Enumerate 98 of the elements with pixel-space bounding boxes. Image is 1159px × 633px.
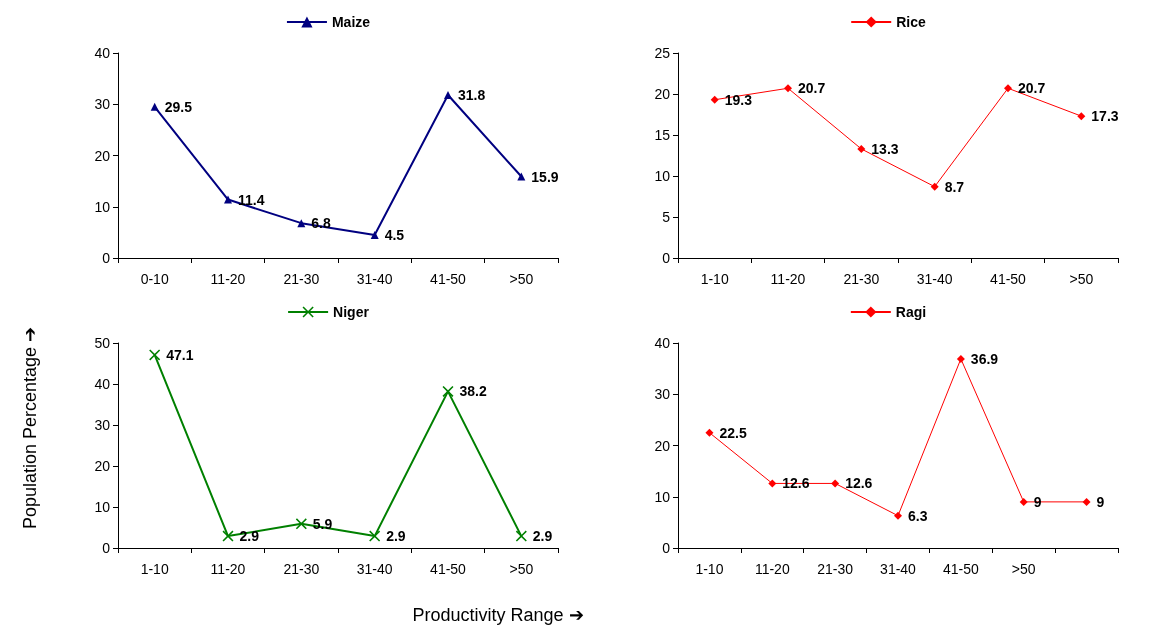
legend-label: Maize — [331, 14, 371, 30]
data-label: 6.3 — [908, 507, 928, 524]
y-tick-label: 30 — [94, 96, 111, 113]
data-label: 36.9 — [970, 350, 999, 367]
y-tick-label: 30 — [94, 417, 111, 433]
y-tick-label: 0 — [662, 250, 671, 266]
x-tick-label: 41-50 — [430, 271, 467, 287]
x-tick-label: 21-30 — [283, 561, 320, 577]
y-tick-label: 30 — [654, 386, 671, 403]
x-tick-label: >50 — [509, 561, 534, 577]
point — [1004, 84, 1012, 93]
point — [705, 428, 714, 437]
y-tick-label: 5 — [662, 209, 671, 225]
x-tick-label: 11-20 — [210, 561, 246, 577]
y-tick-label: 10 — [654, 168, 671, 184]
x-tick-label: 21-30 — [817, 561, 854, 577]
point — [442, 385, 454, 397]
legend-label: Rice — [896, 14, 926, 30]
data-label: 2.9 — [532, 528, 553, 545]
point — [710, 95, 719, 104]
y-tick-label: 10 — [94, 198, 111, 215]
point — [370, 230, 379, 239]
data-label: 13.3 — [871, 140, 899, 157]
y-tick-label: 10 — [94, 499, 111, 515]
y-tick-label: 15 — [654, 127, 671, 143]
x-tick-label: >50 — [509, 271, 534, 287]
x-tick-label: 21-30 — [283, 271, 320, 287]
legend-label: Ragi — [895, 304, 927, 320]
point — [515, 530, 527, 542]
x-tick-label: 11-20 — [754, 561, 790, 577]
y-tick-label: 0 — [662, 540, 671, 556]
point — [930, 182, 939, 191]
point — [222, 530, 234, 542]
x-tick-label: 41-50 — [942, 561, 979, 577]
point — [1019, 497, 1028, 506]
y-tick-label: 20 — [654, 437, 671, 454]
data-label: 11.4 — [238, 191, 265, 208]
point — [831, 479, 840, 488]
data-label: 38.2 — [459, 383, 487, 400]
y-tick-label: 25 — [654, 45, 671, 61]
x-tick-label: 1-10 — [700, 271, 729, 287]
data-label: 29.5 — [164, 98, 193, 115]
y-tick-label: 0 — [102, 540, 111, 556]
x-tick-label: >50 — [1069, 271, 1094, 287]
point — [1082, 497, 1091, 506]
x-tick-label: 41-50 — [990, 271, 1027, 287]
data-label: 2.9 — [239, 528, 260, 545]
data-label: 20.7 — [1018, 80, 1046, 97]
x-tick-label: 0-10 — [140, 271, 169, 287]
point — [444, 91, 452, 100]
data-label: 47.1 — [166, 346, 194, 363]
point — [857, 144, 866, 153]
x-tick-label: 11-20 — [210, 271, 246, 287]
x-tick-label: 11-20 — [770, 271, 806, 287]
y-tick-label: 40 — [94, 376, 111, 392]
point — [150, 102, 159, 111]
point — [768, 479, 777, 488]
y-tick-label: 20 — [654, 86, 671, 102]
point — [149, 349, 161, 361]
point — [517, 172, 526, 181]
y-tick-label: 40 — [654, 335, 671, 351]
data-label: 20.7 — [798, 80, 826, 97]
y-tick-label: 20 — [94, 458, 111, 474]
x-tick-label: 31-40 — [356, 561, 393, 577]
x-axis-title: Productivity Range ➔ — [412, 604, 584, 626]
point — [224, 195, 232, 204]
point — [894, 511, 902, 520]
y-tick-label: 40 — [94, 45, 111, 61]
y-tick-label: 0 — [102, 250, 111, 266]
data-label: 15.9 — [531, 168, 559, 185]
legend-label: Niger — [333, 304, 370, 320]
x-tick-label: 1-10 — [695, 561, 724, 577]
x-tick-label: 31-40 — [880, 561, 917, 577]
point — [956, 354, 965, 363]
point — [295, 518, 307, 530]
y-tick-label: 10 — [654, 488, 671, 505]
data-label: 9 — [1096, 493, 1105, 510]
x-tick-label: 21-30 — [843, 271, 880, 287]
y-axis-title: Population Percentage ➔ — [19, 326, 41, 530]
data-label: 31.8 — [458, 87, 486, 104]
data-label: 4.5 — [384, 226, 405, 243]
x-tick-label: 31-40 — [356, 271, 393, 287]
data-label: 19.3 — [724, 91, 753, 108]
data-label: 2.9 — [386, 528, 406, 545]
data-label: 17.3 — [1091, 108, 1119, 125]
x-tick-label: 1-10 — [140, 561, 169, 577]
x-tick-label: 41-50 — [430, 561, 467, 577]
point — [1077, 112, 1086, 121]
y-tick-label: 50 — [94, 335, 111, 351]
point — [369, 530, 381, 542]
point — [297, 219, 306, 228]
point — [784, 84, 792, 93]
data-label: 8.7 — [944, 178, 965, 195]
data-label: 12.6 — [845, 475, 873, 492]
x-tick-label: 31-40 — [916, 271, 953, 287]
data-label: 22.5 — [719, 424, 747, 441]
y-tick-label: 20 — [94, 147, 111, 164]
x-tick-label: >50 — [1011, 561, 1036, 577]
